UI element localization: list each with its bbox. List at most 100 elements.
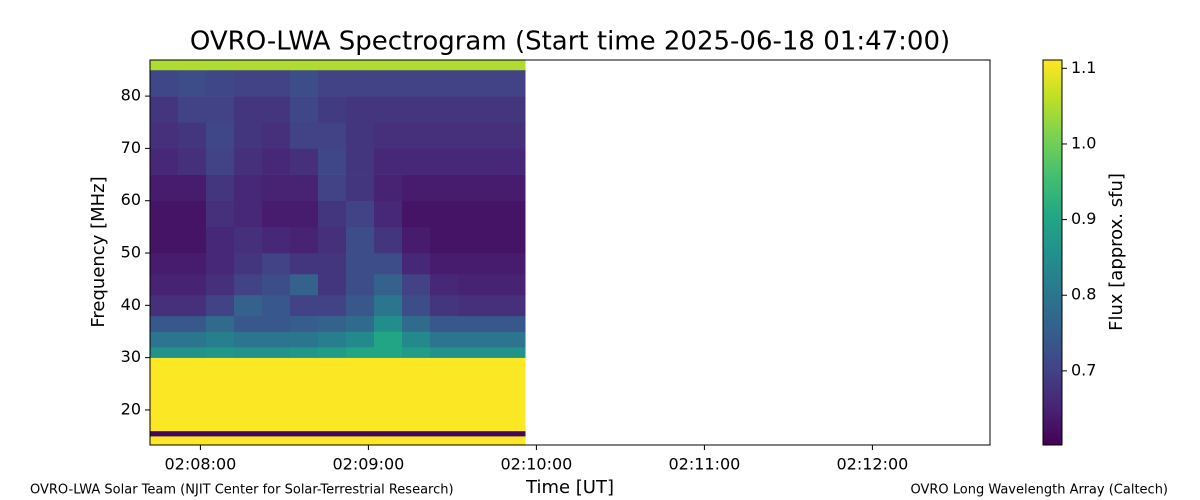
heatmap-cell [514, 273, 526, 296]
heatmap-cell [178, 174, 207, 202]
heatmap-cell [486, 315, 515, 332]
heatmap-cell [178, 347, 207, 358]
heatmap-cell [318, 122, 347, 149]
heatmap-cell [430, 200, 459, 228]
heatmap-cell [150, 436, 179, 446]
y-tick-label: 80 [121, 86, 141, 105]
x-tick-label: 02:10:00 [500, 455, 572, 474]
heatmap-cell [458, 60, 487, 71]
heatmap-cell [458, 148, 487, 175]
heatmap-cell [430, 253, 459, 275]
heatmap-cell [458, 226, 487, 254]
heatmap-cell [402, 60, 431, 71]
heatmap-cell [150, 69, 179, 97]
heatmap-cell [290, 148, 319, 175]
heatmap-cell [458, 430, 487, 437]
heatmap-cell [458, 357, 487, 432]
heatmap-cell [318, 331, 347, 348]
heatmap-cell [402, 331, 431, 348]
heatmap-cell [514, 226, 526, 254]
heatmap-cell [234, 69, 263, 97]
heatmap-cell [262, 69, 291, 97]
heatmap-cell [374, 122, 403, 149]
heatmap-cell [402, 253, 431, 275]
heatmap-cell [346, 174, 375, 202]
heatmap-cell [430, 347, 459, 358]
heatmap-cell [262, 174, 291, 202]
heatmap-cell [486, 347, 515, 358]
heatmap-cell [402, 69, 431, 97]
heatmap-cell [346, 357, 375, 432]
heatmap-cell [206, 60, 235, 71]
heatmap-cell [234, 60, 263, 71]
heatmap-cell [206, 436, 235, 446]
footer-right: OVRO Long Wavelength Array (Caltech) [910, 483, 1168, 498]
heatmap-cell [290, 315, 319, 332]
heatmap-cell [150, 96, 179, 123]
heatmap-cell [374, 430, 403, 437]
heatmap-cell [262, 60, 291, 71]
heatmap-cell [234, 253, 263, 275]
heatmap-cell [514, 430, 526, 437]
heatmap-cell [346, 294, 375, 317]
heatmap-cell [430, 174, 459, 202]
heatmap-cell [318, 294, 347, 317]
chart-title: OVRO-LWA Spectrogram (Start time 2025-06… [190, 27, 950, 57]
heatmap-cell [430, 226, 459, 254]
plot-frame [149, 59, 991, 446]
heatmap-cell [234, 200, 263, 228]
heatmap-cell [178, 315, 207, 332]
y-tick-label: 30 [121, 347, 141, 366]
colorbar-tick-label: 1.1 [1071, 58, 1096, 77]
heatmap-cell [290, 430, 319, 437]
heatmap-cell [486, 357, 515, 432]
heatmap-cell [458, 273, 487, 296]
heatmap-cell [346, 253, 375, 275]
heatmap-cell [290, 436, 319, 446]
heatmap-cell [150, 273, 179, 296]
heatmap-cell [374, 357, 403, 432]
y-tick-label: 50 [121, 243, 141, 262]
heatmap-cell [262, 200, 291, 228]
heatmap-cell [206, 331, 235, 348]
heatmap-cell [402, 315, 431, 332]
heatmap-cell [402, 200, 431, 228]
heatmap-cell [206, 226, 235, 254]
colorbar-label: Flux [approx. sfu] [1106, 173, 1127, 331]
heatmap-cell [262, 96, 291, 123]
heatmap-cell [458, 315, 487, 332]
y-tick-label: 20 [121, 399, 141, 418]
heatmap-cell [514, 331, 526, 348]
heatmap-cell [150, 174, 179, 202]
heatmap-cell [318, 273, 347, 296]
heatmap-cell [150, 430, 179, 437]
heatmap-cell [262, 226, 291, 254]
heatmap-cell [486, 226, 515, 254]
heatmap-cell [458, 122, 487, 149]
y-axis-label: Frequency [MHz] [88, 176, 109, 327]
heatmap-cell [486, 200, 515, 228]
heatmap-cell [318, 357, 347, 432]
heatmap-cell [206, 253, 235, 275]
heatmap-cell [262, 430, 291, 437]
heatmap-cell [150, 253, 179, 275]
heatmap-cell [206, 357, 235, 432]
heatmap-cell [430, 436, 459, 446]
heatmap-cell [318, 347, 347, 358]
heatmap-cell [374, 315, 403, 332]
heatmap-cell [346, 200, 375, 228]
heatmap-cell [234, 436, 263, 446]
heatmap-cell [262, 347, 291, 358]
heatmap-cell [486, 148, 515, 175]
heatmap-cell [318, 436, 347, 446]
heatmap-cell [374, 253, 403, 275]
heatmap-cell [514, 60, 526, 71]
heatmap-cell [346, 315, 375, 332]
heatmap-cell [178, 436, 207, 446]
heatmap-cell [514, 122, 526, 149]
heatmap-cell [458, 347, 487, 358]
heatmap-cell [430, 273, 459, 296]
heatmap-cell [402, 122, 431, 149]
heatmap-cell [150, 347, 179, 358]
colorbar [1042, 59, 1063, 446]
